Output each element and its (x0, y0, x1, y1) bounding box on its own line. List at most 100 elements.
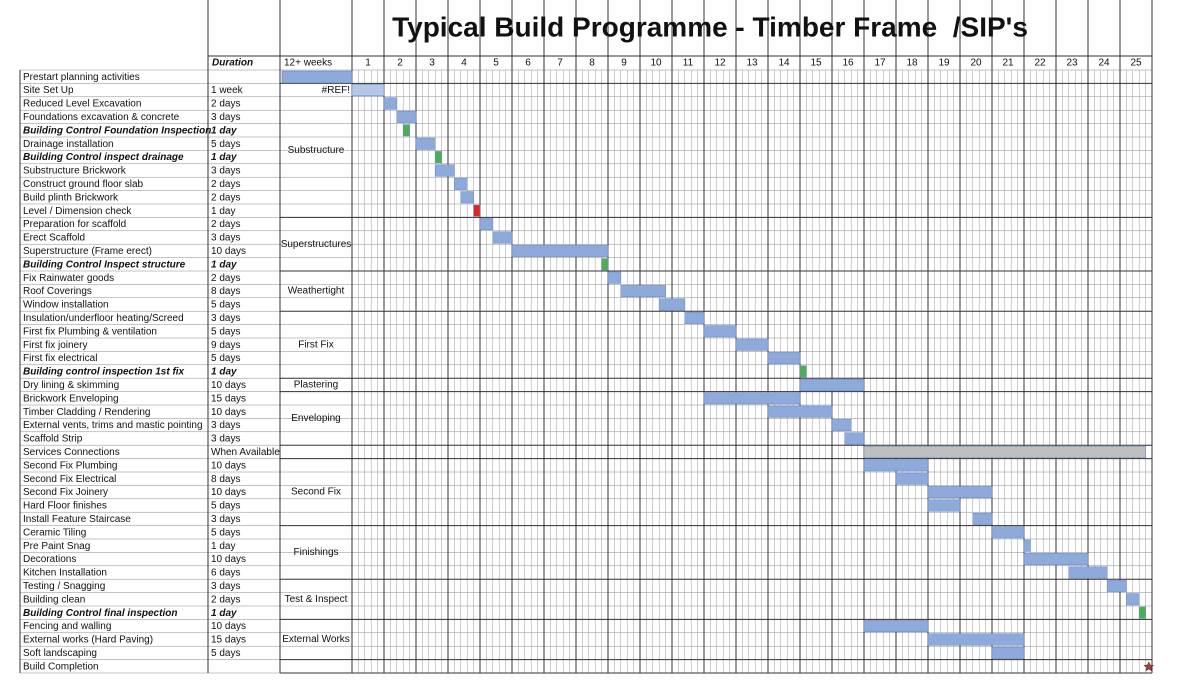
task-name: First fix Plumbing & ventilation (23, 326, 157, 337)
task-duration: 2 days (211, 219, 240, 230)
phase-label: Enveloping (291, 413, 340, 424)
week-label: 5 (493, 58, 499, 69)
task-bar (684, 311, 705, 324)
task-bar (492, 231, 513, 244)
task-duration: 10 days (211, 460, 246, 471)
week-label: 13 (746, 58, 758, 69)
task-duration: When Available (211, 447, 280, 458)
task-duration: 5 days (211, 648, 240, 659)
task-duration: 1 day (211, 152, 237, 163)
week-label: 16 (842, 58, 854, 69)
task-bar (434, 151, 442, 164)
task-name: First fix electrical (23, 353, 97, 364)
task-bar (460, 191, 474, 204)
task-duration: 15 days (211, 635, 246, 646)
task-duration: 3 days (211, 233, 240, 244)
task-name: Prestart planning activities (23, 72, 140, 83)
task-name: Building Control Foundation Inspection (23, 125, 211, 136)
task-duration: 3 days (211, 166, 240, 177)
task-duration: 8 days (211, 474, 240, 485)
task-name: Building Control Inspect structure (23, 259, 186, 270)
task-name: Ceramic Tiling (23, 527, 86, 538)
week-label: 22 (1034, 58, 1046, 69)
task-bar (863, 459, 929, 472)
task-duration: 1 day (211, 367, 237, 378)
week-label: 2 (397, 58, 403, 69)
task-bar (351, 84, 385, 97)
task-duration: 10 days (211, 246, 246, 257)
week-label: 8 (589, 58, 595, 69)
phase-label: External Works (282, 634, 350, 645)
phase-label: Finishings (293, 547, 338, 558)
task-bar (895, 472, 929, 485)
task-bar (658, 298, 686, 311)
task-duration: 10 days (211, 554, 246, 565)
week-label: 15 (810, 58, 822, 69)
task-duration: 1 day (211, 608, 237, 619)
week-label: 3 (429, 58, 435, 69)
task-bar (991, 646, 1025, 659)
week-label: 25 (1130, 58, 1142, 69)
task-bar (1106, 579, 1127, 592)
week-label: 12 (714, 58, 726, 69)
task-bar (402, 124, 410, 137)
task-name: Second Fix Plumbing (23, 460, 118, 471)
task-name: Roof Coverings (23, 286, 92, 297)
task-duration: 1 day (211, 125, 237, 136)
phase-label: Superstructures (281, 239, 352, 250)
task-name: First fix joinery (23, 340, 87, 351)
error-note: #REF! (322, 85, 350, 96)
task-bar (991, 526, 1025, 539)
task-name: Testing / Snagging (23, 581, 105, 592)
task-name: Insulation/underfloor heating/Screed (23, 313, 184, 324)
task-name: Building control inspection 1st fix (23, 367, 185, 378)
task-bar (607, 271, 622, 284)
task-duration: 6 days (211, 568, 240, 579)
task-duration: 2 days (211, 192, 240, 203)
task-bar (479, 218, 494, 231)
week-label: 4 (461, 58, 467, 69)
task-bar (396, 110, 417, 123)
task-duration: 3 days (211, 420, 240, 431)
phase-label: Second Fix (291, 487, 341, 498)
task-name: Soft landscaping (23, 648, 97, 659)
task-name: Second Fix Joinery (23, 487, 108, 498)
task-duration: 2 days (211, 99, 240, 110)
task-duration: 2 days (211, 179, 240, 190)
task-duration: 10 days (211, 487, 246, 498)
task-name: Substructure Brickwork (23, 166, 127, 177)
phase-label: Weathertight (288, 286, 345, 297)
task-bar (972, 512, 993, 525)
week-label: 17 (874, 58, 886, 69)
task-duration: 1 week (211, 85, 244, 96)
phase-label: First Fix (298, 339, 334, 350)
task-bar (1138, 606, 1146, 619)
task-duration: 5 days (211, 353, 240, 364)
task-duration: 5 days (211, 501, 240, 512)
task-duration: 2 days (211, 273, 240, 284)
task-name: Install Feature Staircase (23, 514, 131, 525)
week-label: 19 (938, 58, 950, 69)
phase-label: Test & Inspect (285, 594, 348, 605)
task-duration: 1 day (211, 541, 235, 552)
week-label: 7 (557, 58, 563, 69)
task-name: Timber Cladding / Rendering (23, 407, 150, 418)
task-bar (703, 392, 801, 405)
task-name: Building Control inspect drainage (23, 152, 184, 163)
task-name: Fencing and walling (23, 621, 111, 632)
task-name: Kitchen Installation (23, 568, 107, 579)
task-bar (927, 486, 993, 499)
task-name: Building Control final inspection (23, 608, 177, 619)
task-name: Foundations excavation & concrete (23, 112, 180, 123)
task-bar (927, 499, 961, 512)
task-duration: 15 days (211, 393, 246, 404)
task-name: Building clean (23, 594, 85, 605)
week-label: 20 (970, 58, 982, 69)
phase-label: Plastering (294, 380, 338, 391)
week-label: 6 (525, 58, 531, 69)
task-bar (383, 97, 398, 110)
week-label: 9 (621, 58, 627, 69)
task-duration: 9 days (211, 340, 240, 351)
